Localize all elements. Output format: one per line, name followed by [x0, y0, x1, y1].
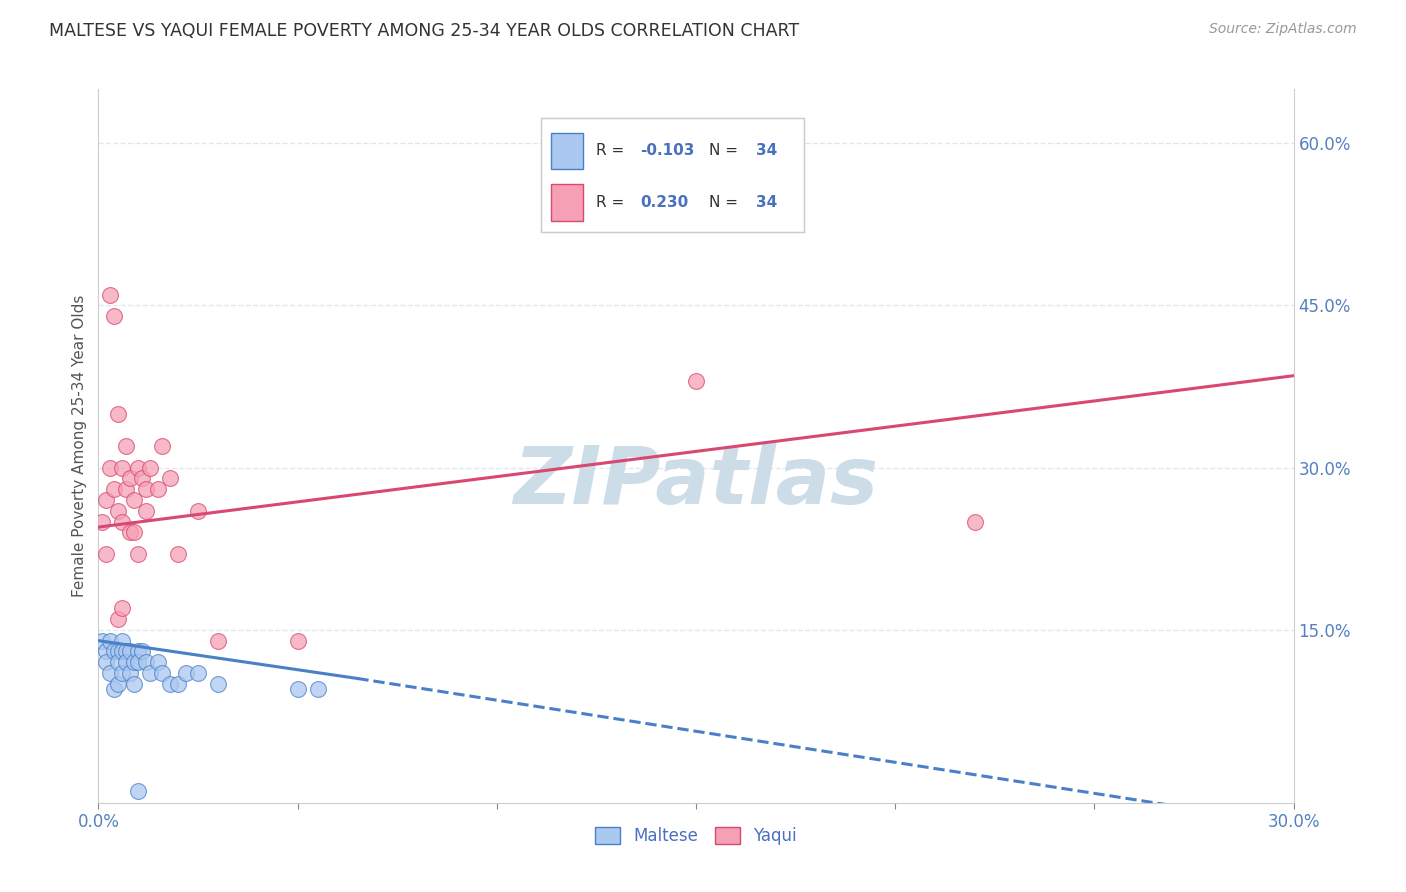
Point — [127, 460, 149, 475]
Point — [127, 655, 149, 669]
Point — [307, 682, 329, 697]
Point — [96, 644, 118, 658]
Point — [124, 493, 146, 508]
Point — [115, 482, 138, 496]
Point — [111, 633, 134, 648]
Point — [148, 482, 170, 496]
Point — [167, 547, 190, 561]
Point — [96, 493, 118, 508]
Point — [98, 460, 122, 475]
Y-axis label: Female Poverty Among 25-34 Year Olds: Female Poverty Among 25-34 Year Olds — [72, 295, 87, 597]
Point — [174, 666, 197, 681]
Point — [103, 644, 125, 658]
Point — [159, 677, 181, 691]
Point — [135, 504, 157, 518]
Point — [111, 460, 134, 475]
Point — [98, 666, 122, 681]
Point — [685, 374, 707, 388]
Point — [98, 287, 122, 301]
Point — [91, 515, 114, 529]
Point — [287, 682, 309, 697]
Point — [107, 677, 129, 691]
Point — [124, 525, 146, 540]
Point — [96, 547, 118, 561]
Point — [159, 471, 181, 485]
Point — [207, 633, 229, 648]
Point — [127, 644, 149, 658]
Point — [127, 784, 149, 798]
Point — [111, 666, 134, 681]
Text: MALTESE VS YAQUI FEMALE POVERTY AMONG 25-34 YEAR OLDS CORRELATION CHART: MALTESE VS YAQUI FEMALE POVERTY AMONG 25… — [49, 22, 800, 40]
Point — [124, 655, 146, 669]
Point — [187, 666, 209, 681]
Point — [131, 644, 153, 658]
Point — [111, 515, 134, 529]
Point — [207, 677, 229, 691]
Point — [111, 601, 134, 615]
Point — [107, 504, 129, 518]
Point — [139, 666, 162, 681]
Point — [124, 677, 146, 691]
Legend: Maltese, Yaqui: Maltese, Yaqui — [588, 820, 804, 852]
Point — [135, 482, 157, 496]
Point — [107, 407, 129, 421]
Point — [963, 515, 986, 529]
Point — [135, 655, 157, 669]
Point — [107, 644, 129, 658]
Point — [107, 612, 129, 626]
Point — [187, 504, 209, 518]
Point — [127, 547, 149, 561]
Text: ZIPatlas: ZIPatlas — [513, 442, 879, 521]
Point — [167, 677, 190, 691]
Point — [287, 633, 309, 648]
Point — [150, 666, 173, 681]
Point — [115, 644, 138, 658]
Point — [111, 644, 134, 658]
Point — [98, 633, 122, 648]
Point — [103, 682, 125, 697]
Point — [120, 525, 142, 540]
Point — [103, 310, 125, 324]
Point — [139, 460, 162, 475]
Point — [115, 439, 138, 453]
Point — [131, 471, 153, 485]
Point — [103, 482, 125, 496]
Point — [148, 655, 170, 669]
Point — [120, 644, 142, 658]
Point — [91, 633, 114, 648]
Point — [115, 655, 138, 669]
Point — [120, 666, 142, 681]
Point — [150, 439, 173, 453]
Point — [96, 655, 118, 669]
Point — [107, 655, 129, 669]
Text: Source: ZipAtlas.com: Source: ZipAtlas.com — [1209, 22, 1357, 37]
Point — [120, 471, 142, 485]
